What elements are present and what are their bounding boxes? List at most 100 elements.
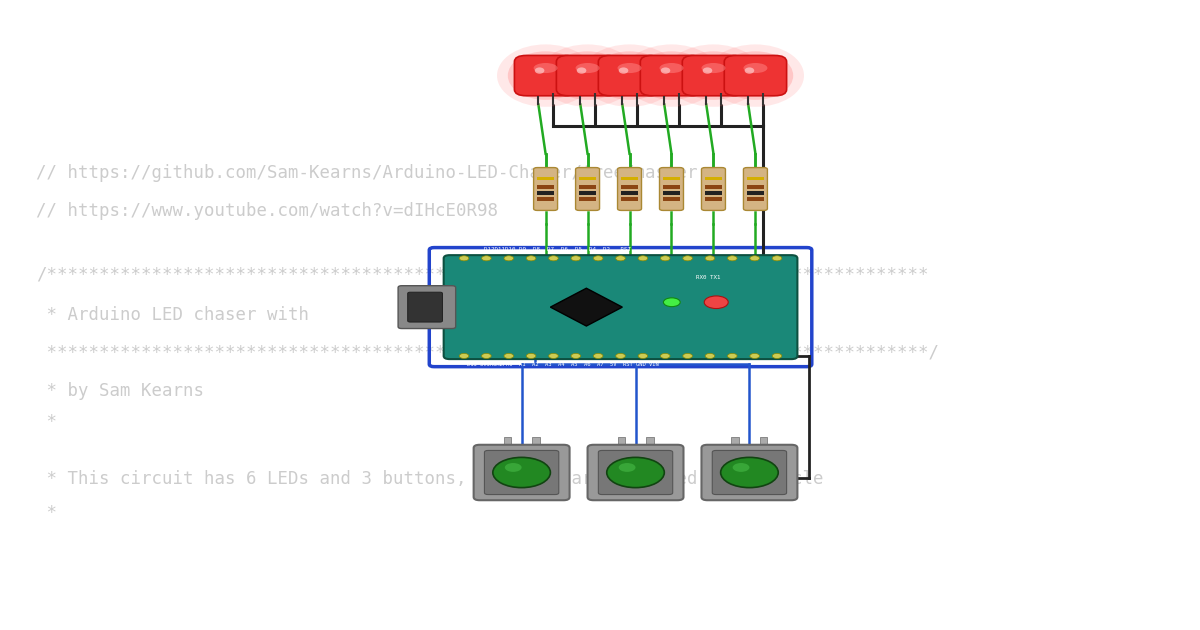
Ellipse shape <box>518 58 572 93</box>
Ellipse shape <box>581 44 678 107</box>
Circle shape <box>727 353 737 358</box>
Ellipse shape <box>665 44 762 107</box>
Ellipse shape <box>619 67 629 74</box>
Bar <box>622 177 638 180</box>
FancyBboxPatch shape <box>515 55 577 96</box>
FancyBboxPatch shape <box>641 55 703 96</box>
Ellipse shape <box>618 63 642 73</box>
Circle shape <box>706 353 715 358</box>
Ellipse shape <box>508 52 583 100</box>
FancyBboxPatch shape <box>618 168 642 210</box>
Circle shape <box>616 256 625 261</box>
Ellipse shape <box>560 58 614 93</box>
Bar <box>748 197 764 201</box>
Ellipse shape <box>534 63 558 73</box>
Bar <box>732 437 739 449</box>
FancyBboxPatch shape <box>599 450 673 495</box>
FancyBboxPatch shape <box>576 168 600 210</box>
Circle shape <box>505 463 522 472</box>
FancyBboxPatch shape <box>713 450 787 495</box>
Bar <box>580 192 596 195</box>
Ellipse shape <box>728 58 782 93</box>
Circle shape <box>460 353 469 358</box>
Circle shape <box>493 457 551 488</box>
Circle shape <box>607 457 665 488</box>
Bar <box>504 437 511 449</box>
Text: * by Sam Kearns: * by Sam Kearns <box>36 382 204 399</box>
Bar <box>538 185 554 189</box>
Ellipse shape <box>686 58 740 93</box>
Ellipse shape <box>539 44 636 107</box>
Circle shape <box>660 256 670 261</box>
FancyBboxPatch shape <box>725 55 787 96</box>
Circle shape <box>660 353 670 358</box>
Ellipse shape <box>718 52 793 100</box>
Bar <box>706 192 722 195</box>
Circle shape <box>527 256 536 261</box>
Text: /*******************************************************************************: /***************************************… <box>36 265 929 283</box>
Circle shape <box>619 463 636 472</box>
FancyBboxPatch shape <box>534 168 558 210</box>
Circle shape <box>460 256 469 261</box>
Ellipse shape <box>576 63 600 73</box>
Ellipse shape <box>744 63 768 73</box>
FancyBboxPatch shape <box>474 445 570 500</box>
FancyBboxPatch shape <box>557 55 619 96</box>
Text: D12D11D10 D9  D8  D7  D6  D5  D4  D2   RST: D12D11D10 D9 D8 D7 D6 D5 D4 D2 RST <box>484 247 631 252</box>
Circle shape <box>481 256 491 261</box>
Ellipse shape <box>623 44 720 107</box>
Bar <box>533 437 540 449</box>
Ellipse shape <box>634 52 709 100</box>
Text: // https://www.youtube.com/watch?v=dIHcE0R98: // https://www.youtube.com/watch?v=dIHcE… <box>36 202 498 220</box>
Bar <box>664 185 680 189</box>
FancyBboxPatch shape <box>599 55 661 96</box>
Circle shape <box>733 463 750 472</box>
Polygon shape <box>551 289 623 326</box>
Bar <box>538 177 554 180</box>
Circle shape <box>773 256 782 261</box>
FancyBboxPatch shape <box>398 286 456 329</box>
Ellipse shape <box>660 63 684 73</box>
Circle shape <box>548 256 558 261</box>
Text: * This circuit has 6 LEDs and 3 buttons, the LEDs are arranged in a circle: * This circuit has 6 LEDs and 3 buttons,… <box>36 470 823 488</box>
Circle shape <box>548 353 558 358</box>
FancyBboxPatch shape <box>485 450 559 495</box>
Ellipse shape <box>676 52 751 100</box>
Circle shape <box>593 256 602 261</box>
Circle shape <box>721 457 779 488</box>
Ellipse shape <box>602 58 656 93</box>
FancyBboxPatch shape <box>702 168 726 210</box>
Bar <box>538 197 554 201</box>
Bar <box>706 185 722 189</box>
Bar <box>664 177 680 180</box>
Bar <box>618 437 625 449</box>
FancyBboxPatch shape <box>444 255 798 359</box>
Circle shape <box>727 256 737 261</box>
Text: *: * <box>36 413 56 431</box>
Ellipse shape <box>550 52 625 100</box>
Circle shape <box>683 353 692 358</box>
Bar <box>622 192 638 195</box>
FancyBboxPatch shape <box>744 168 768 210</box>
Circle shape <box>616 353 625 358</box>
Ellipse shape <box>644 58 698 93</box>
Circle shape <box>481 353 491 358</box>
Text: // https://github.com/Sam-Kearns/Arduino-LED-Chaser/tree/master: // https://github.com/Sam-Kearns/Arduino… <box>36 164 697 182</box>
Circle shape <box>683 256 692 261</box>
Circle shape <box>504 256 514 261</box>
Ellipse shape <box>535 67 545 74</box>
Bar <box>748 177 764 180</box>
Bar <box>761 437 768 449</box>
FancyBboxPatch shape <box>683 55 745 96</box>
Bar <box>748 185 764 189</box>
Ellipse shape <box>592 52 667 100</box>
Bar <box>706 177 722 180</box>
Text: * Arduino LED chaser with: * Arduino LED chaser with <box>36 306 308 324</box>
Circle shape <box>571 353 581 358</box>
Bar <box>580 185 596 189</box>
Bar <box>664 197 680 201</box>
Circle shape <box>638 353 648 358</box>
Bar <box>538 192 554 195</box>
Circle shape <box>504 353 514 358</box>
Circle shape <box>704 296 728 309</box>
